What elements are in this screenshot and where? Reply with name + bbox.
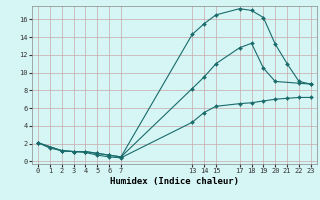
X-axis label: Humidex (Indice chaleur): Humidex (Indice chaleur) <box>110 177 239 186</box>
